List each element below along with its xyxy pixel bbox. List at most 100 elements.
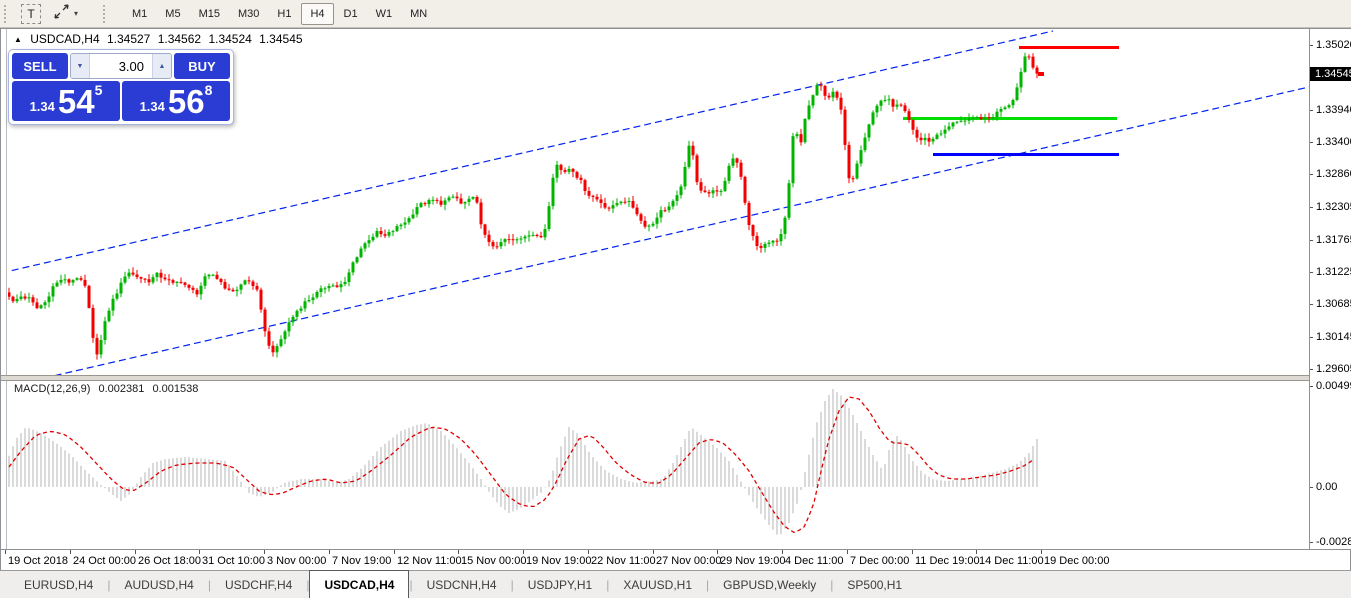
time-axis-label: 22 Nov 11:00 — [591, 555, 656, 567]
tab-gbpusd-weekly[interactable]: GBPUSD,Weekly — [723, 577, 817, 592]
tab-audusd-h4[interactable]: AUDUSD,H4 — [124, 577, 194, 592]
buy-price-big: 56 — [167, 83, 205, 120]
time-axis-label: 26 Oct 18:00 — [138, 555, 201, 567]
price-axis-tick — [1310, 272, 1313, 273]
price-axis[interactable]: 1.350201.344801.339401.334001.328601.323… — [1309, 29, 1351, 549]
price-axis-tick — [1310, 337, 1313, 338]
current-price-tag: 1.34545 — [1310, 67, 1351, 81]
hline-level-green[interactable] — [903, 117, 1117, 120]
trend-channel-lower[interactable] — [1, 86, 1309, 388]
arrows-tool-button[interactable]: ▾ — [50, 2, 81, 26]
time-axis-tick — [199, 550, 200, 554]
collapse-arrow-icon[interactable]: ▲ — [14, 35, 22, 44]
toolbar: T ▾ M1 M5 M15 M30 H1 H4 D1 W1 MN — [0, 0, 1351, 28]
time-axis-label: 3 Nov 00:00 — [267, 555, 327, 567]
sell-price-sup: 5 — [94, 82, 103, 98]
time-axis-tick — [912, 550, 913, 554]
sell-price-display[interactable]: 1.34 54 5 — [12, 81, 120, 121]
buy-price-sup: 8 — [204, 82, 213, 98]
timeframe-button-mn[interactable]: MN — [402, 4, 435, 24]
price-axis-tick — [1310, 45, 1313, 46]
price-axis-label: 1.30685 — [1316, 298, 1351, 310]
timeframe-button-m30[interactable]: M30 — [230, 4, 267, 24]
tab-separator: | — [409, 577, 413, 592]
tab-eurusd-h4[interactable]: EURUSD,H4 — [24, 577, 94, 592]
time-axis-tick — [5, 550, 6, 554]
chart-tab-bar: EURUSD,H4 | AUDUSD,H4 | USDCHF,H4 | USDCAD,H4 |… — [0, 570, 1351, 598]
volume-increase-button[interactable]: ▲ — [152, 54, 171, 78]
candle-series — [8, 52, 1039, 360]
window-inner-edge — [6, 29, 7, 569]
price-axis-label: 1.29605 — [1316, 363, 1351, 375]
timeframe-button-m15[interactable]: M15 — [191, 4, 228, 24]
price-axis-tick — [1310, 110, 1313, 111]
tab-usdjpy-h1[interactable]: USDJPY,H1 — [527, 577, 593, 592]
time-axis-label: 24 Oct 00:00 — [73, 555, 136, 567]
tab-separator: | — [606, 577, 610, 592]
price-axis-label: 1.32860 — [1316, 168, 1351, 180]
price-axis-tick — [1310, 304, 1313, 305]
volume-decrease-button[interactable]: ▼ — [71, 54, 90, 78]
tab-usdcad-h4[interactable]: USDCAD,H4 — [309, 570, 410, 598]
time-axis-tick — [1041, 550, 1042, 554]
timeframe-button-h1[interactable]: H1 — [269, 4, 299, 24]
macd-axis-label: -0.002868 — [1316, 536, 1351, 548]
tab-sp500-h1[interactable]: SP500,H1 — [847, 577, 903, 592]
price-axis-label: 1.31765 — [1316, 234, 1351, 246]
symbol-label: USDCAD,H4 — [30, 32, 100, 46]
time-axis-tick — [329, 550, 330, 554]
time-axis[interactable]: 19 Oct 2018 24 Oct 00:00 26 Oct 18:00 31 Oc… — [1, 549, 1350, 570]
price-axis-tick — [1310, 207, 1313, 208]
time-axis-tick — [458, 550, 459, 554]
sell-price-prefix: 1.34 — [29, 99, 55, 114]
buy-button[interactable]: BUY — [174, 53, 230, 79]
time-axis-tick — [70, 550, 71, 554]
time-axis-tick — [847, 550, 848, 554]
macd-histogram — [8, 389, 1038, 535]
time-axis-label: 7 Dec 00:00 — [850, 555, 910, 567]
toolbar-grip[interactable] — [103, 4, 108, 23]
time-axis-tick — [394, 550, 395, 554]
tab-separator: | — [510, 577, 514, 592]
hline-resistance-red[interactable] — [1019, 46, 1119, 49]
time-axis-label: 19 Dec 00:00 — [1044, 555, 1110, 567]
volume-input[interactable] — [90, 54, 152, 78]
price-axis-tick — [1310, 369, 1313, 370]
price-and-macd-chart[interactable] — [1, 29, 1309, 571]
timeframe-button-h4[interactable]: H4 — [301, 2, 334, 25]
text-tool-button[interactable]: T — [21, 3, 41, 24]
time-axis-label: 19 Nov 19:00 — [526, 555, 592, 567]
tab-usdcnh-h4[interactable]: USDCNH,H4 — [426, 577, 497, 592]
chart-symbol-header: ▲ USDCAD,H4 1.34527 1.34562 1.34524 1.34… — [14, 32, 307, 46]
macd-axis-tick — [1310, 487, 1313, 488]
timeframe-button-d1[interactable]: D1 — [336, 4, 366, 24]
tab-separator: | — [830, 577, 834, 592]
timeframe-button-m5[interactable]: M5 — [157, 4, 188, 24]
macd-name: MACD(12,26,9) — [14, 383, 91, 395]
macd-axis-tick — [1310, 542, 1313, 543]
timeframe-group: M1 M5 M15 M30 H1 H4 D1 W1 MN — [123, 2, 436, 25]
price-axis-label: 1.32305 — [1316, 201, 1351, 213]
time-axis-label: 14 Dec 11:00 — [979, 555, 1044, 567]
trend-channel-upper[interactable] — [1, 30, 1054, 273]
timeframe-button-w1[interactable]: W1 — [368, 4, 401, 24]
volume-stepper: ▼ ▲ — [70, 53, 172, 79]
macd-axis-label: 0.00 — [1316, 481, 1338, 493]
ohlc-high: 1.34562 — [157, 32, 202, 46]
tab-usdchf-h4[interactable]: USDCHF,H4 — [224, 577, 293, 592]
buy-price-display[interactable]: 1.34 56 8 — [122, 81, 230, 121]
timeframe-button-m1[interactable]: M1 — [124, 4, 155, 24]
tab-separator: | — [207, 577, 211, 592]
ohlc-open: 1.34527 — [106, 32, 151, 46]
time-axis-label: 11 Dec 19:00 — [915, 555, 980, 567]
tab-xauusd-h1[interactable]: XAUUSD,H1 — [623, 577, 693, 592]
sell-button[interactable]: SELL — [12, 53, 68, 79]
hline-support-blue[interactable] — [933, 153, 1119, 156]
macd-main-value: 0.002381 — [98, 383, 145, 395]
price-axis-tick — [1310, 174, 1313, 175]
pane-splitter[interactable] — [1, 375, 1350, 381]
price-axis-label: 1.33400 — [1316, 136, 1351, 148]
toolbar-grip[interactable] — [4, 4, 9, 23]
price-axis-tick — [1310, 142, 1313, 143]
